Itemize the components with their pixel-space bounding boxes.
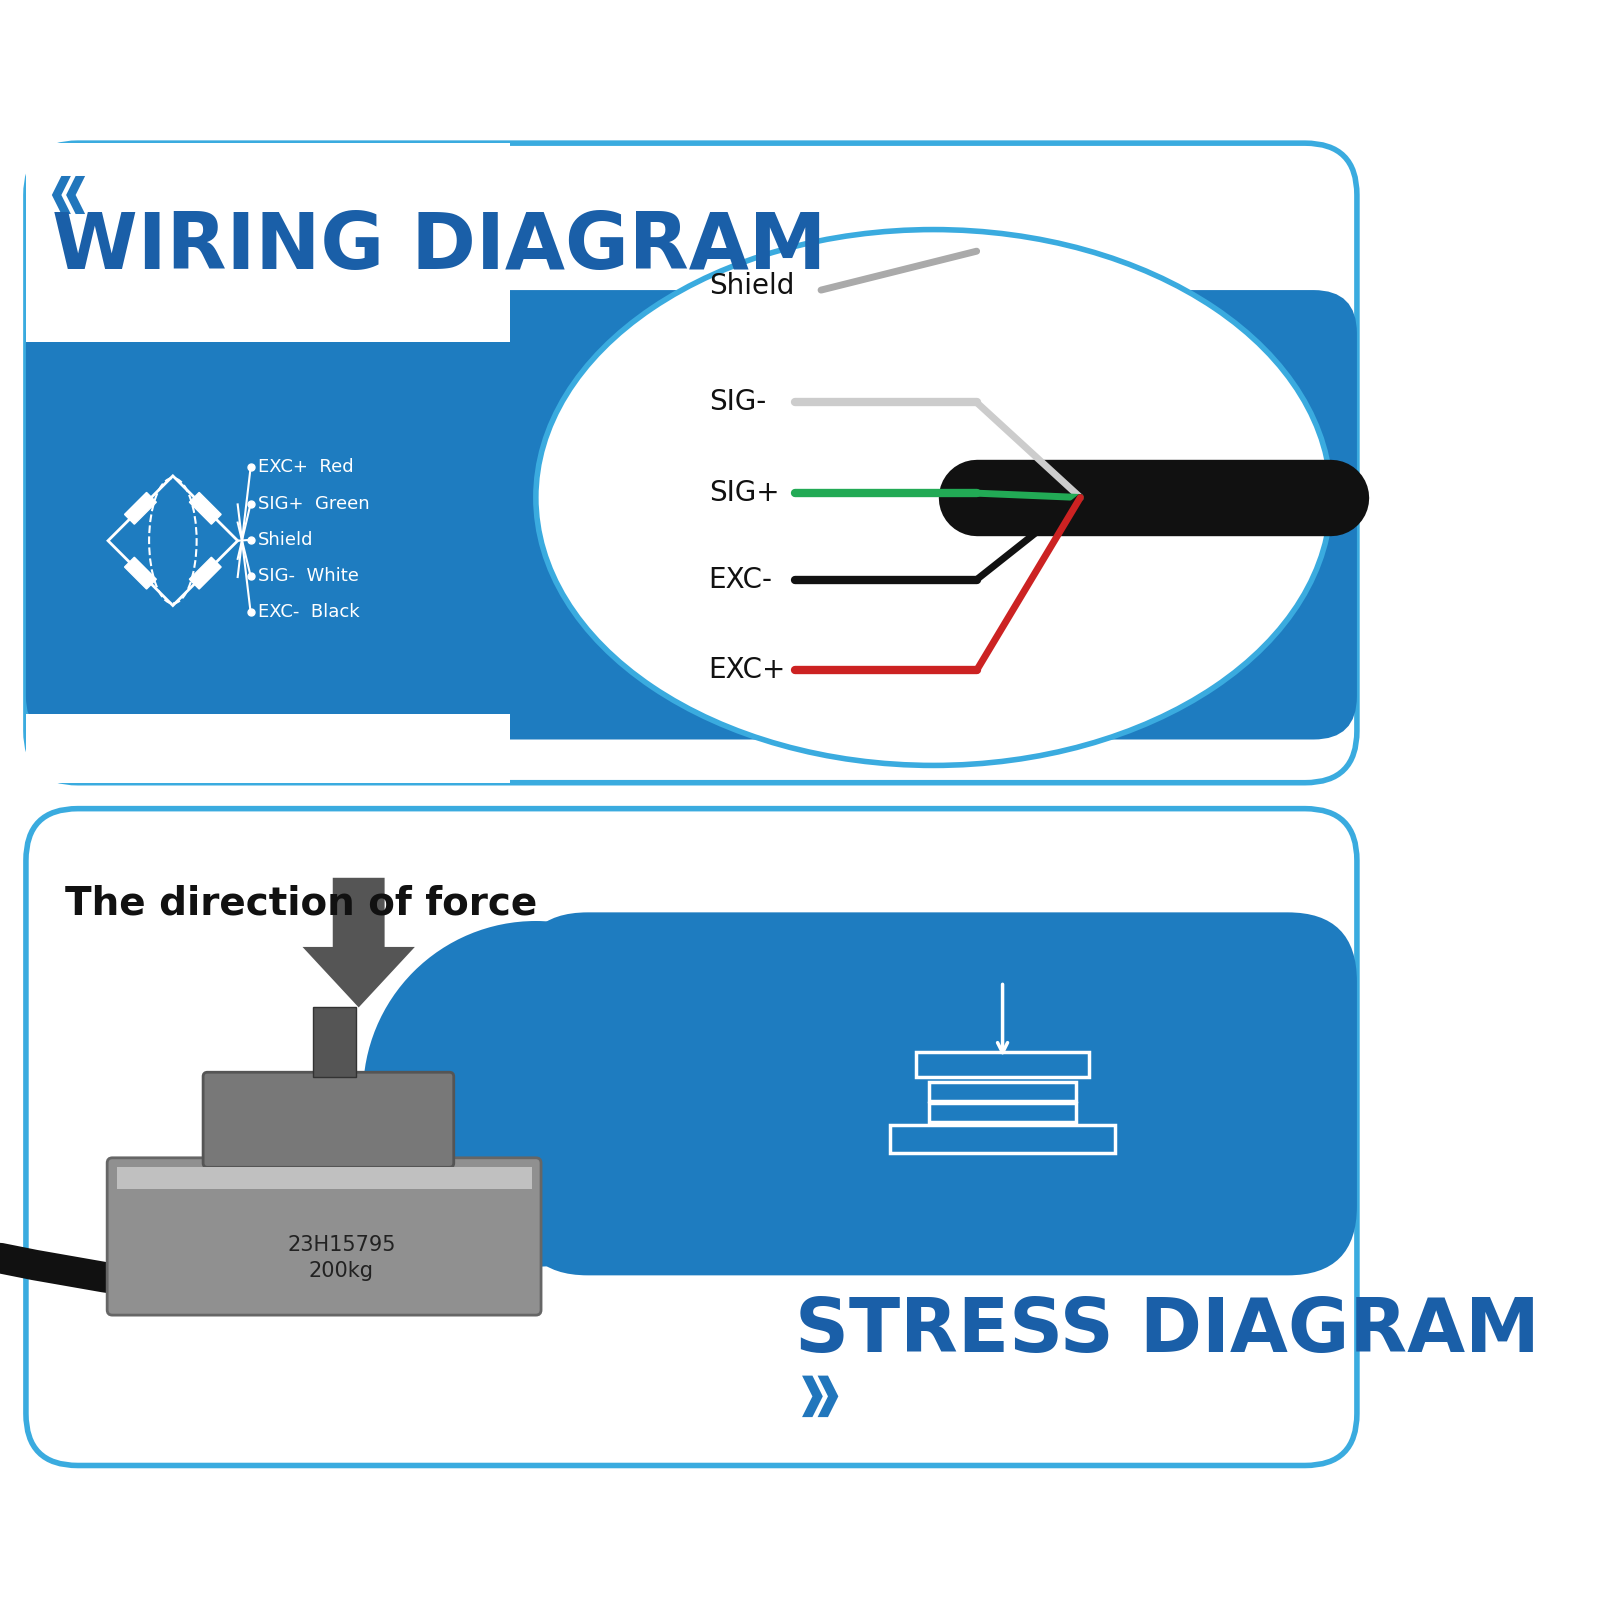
Text: The direction of force: The direction of force bbox=[66, 885, 538, 923]
Text: EXC+  Red: EXC+ Red bbox=[258, 458, 354, 477]
Bar bbox=[26, 714, 510, 782]
Bar bbox=[125, 493, 157, 525]
Bar bbox=[117, 1168, 531, 1189]
Text: Shield: Shield bbox=[258, 531, 314, 549]
Bar bbox=[890, 1125, 1115, 1152]
Polygon shape bbox=[818, 1376, 838, 1418]
Polygon shape bbox=[51, 176, 70, 214]
FancyBboxPatch shape bbox=[26, 808, 1357, 1466]
Circle shape bbox=[363, 922, 709, 1267]
FancyBboxPatch shape bbox=[26, 290, 1357, 739]
Bar bbox=[930, 1082, 1077, 1101]
FancyBboxPatch shape bbox=[107, 1158, 541, 1315]
Bar bbox=[917, 1053, 1090, 1077]
Text: 200kg: 200kg bbox=[309, 1261, 374, 1282]
FancyBboxPatch shape bbox=[518, 912, 1357, 1275]
Bar bbox=[26, 142, 510, 342]
Text: WIRING DIAGRAM: WIRING DIAGRAM bbox=[51, 210, 826, 285]
Polygon shape bbox=[802, 1376, 822, 1418]
Polygon shape bbox=[66, 176, 85, 214]
FancyBboxPatch shape bbox=[26, 142, 1357, 782]
Text: EXC-  Black: EXC- Black bbox=[258, 603, 358, 621]
Text: EXC-: EXC- bbox=[709, 566, 773, 594]
Text: SIG-: SIG- bbox=[709, 389, 766, 416]
Bar bbox=[930, 1104, 1077, 1122]
Bar bbox=[125, 557, 157, 589]
Text: Shield: Shield bbox=[709, 272, 794, 299]
Text: SIG+  Green: SIG+ Green bbox=[258, 494, 370, 512]
FancyBboxPatch shape bbox=[203, 1072, 454, 1168]
Ellipse shape bbox=[536, 229, 1331, 765]
Bar bbox=[189, 557, 221, 589]
Text: SIG-  White: SIG- White bbox=[258, 566, 358, 586]
Polygon shape bbox=[302, 878, 414, 1008]
Bar bbox=[189, 493, 221, 525]
Text: SIG+: SIG+ bbox=[709, 478, 779, 507]
Text: STRESS DIAGRAM: STRESS DIAGRAM bbox=[795, 1294, 1539, 1368]
Text: 23H15795: 23H15795 bbox=[286, 1235, 395, 1254]
Text: EXC+: EXC+ bbox=[709, 656, 786, 685]
Bar bbox=[314, 1008, 357, 1077]
